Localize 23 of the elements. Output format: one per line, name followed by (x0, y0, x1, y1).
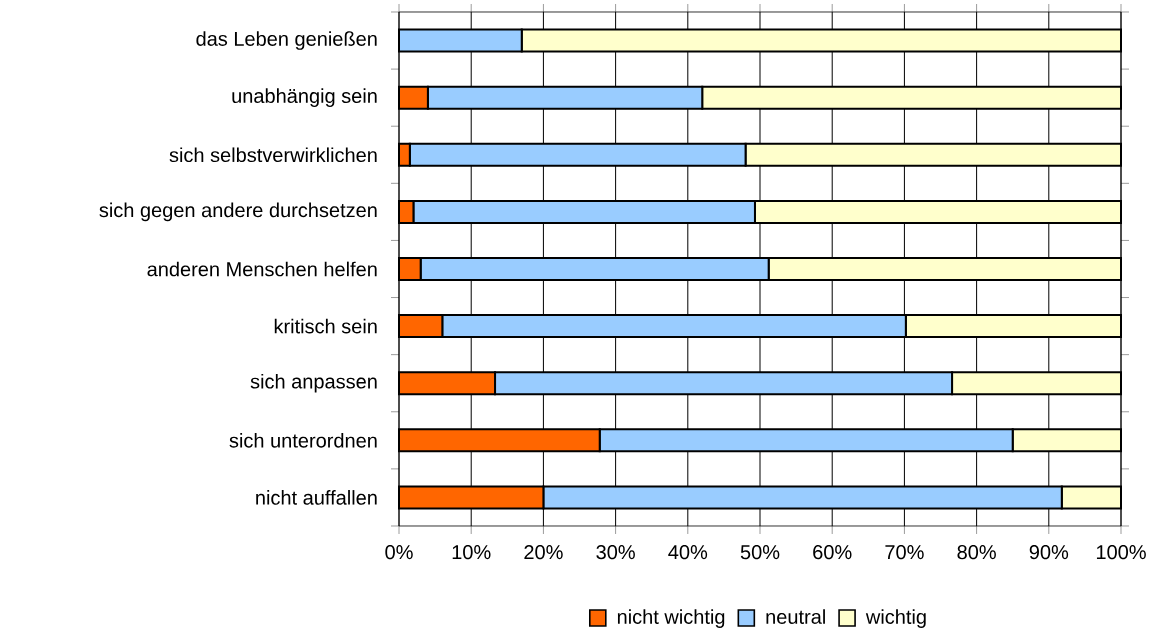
x-tick-label: 70% (885, 545, 924, 560)
legend-label: wichtig (865, 609, 926, 628)
x-tick-label: 0% (385, 545, 413, 560)
y-tick-label: kritisch sein (274, 318, 377, 334)
y-tick-label: nicht auffallen (256, 490, 377, 505)
y-tick-label: sich selbstverwirklichen (169, 147, 377, 163)
x-tick-label: 90% (1029, 545, 1069, 560)
legend-label: neutral (766, 609, 825, 624)
x-tick-label: 30% (596, 545, 635, 560)
x-tick-label: 80% (957, 545, 996, 560)
y-tick-label: das Leben genießen (196, 31, 377, 50)
x-tick-label: 50% (740, 545, 780, 560)
y-tick-label: sich unterordnen (229, 432, 377, 448)
y-tick-label: sich anpassen (250, 373, 377, 393)
legend-label: nicht wichtig (617, 609, 725, 628)
y-tick-label: unabhängig sein (232, 88, 377, 107)
x-tick-label: 60% (813, 545, 852, 560)
y-tick-label: sich gegen andere durchsetzen (99, 202, 377, 222)
x-tick-label: 40% (668, 545, 708, 560)
x-tick-label: 20% (524, 545, 563, 560)
x-tick-label: 10% (452, 545, 491, 560)
y-tick-label: anderen Menschen helfen (147, 261, 377, 277)
x-tick-label: 100% (1096, 545, 1146, 560)
